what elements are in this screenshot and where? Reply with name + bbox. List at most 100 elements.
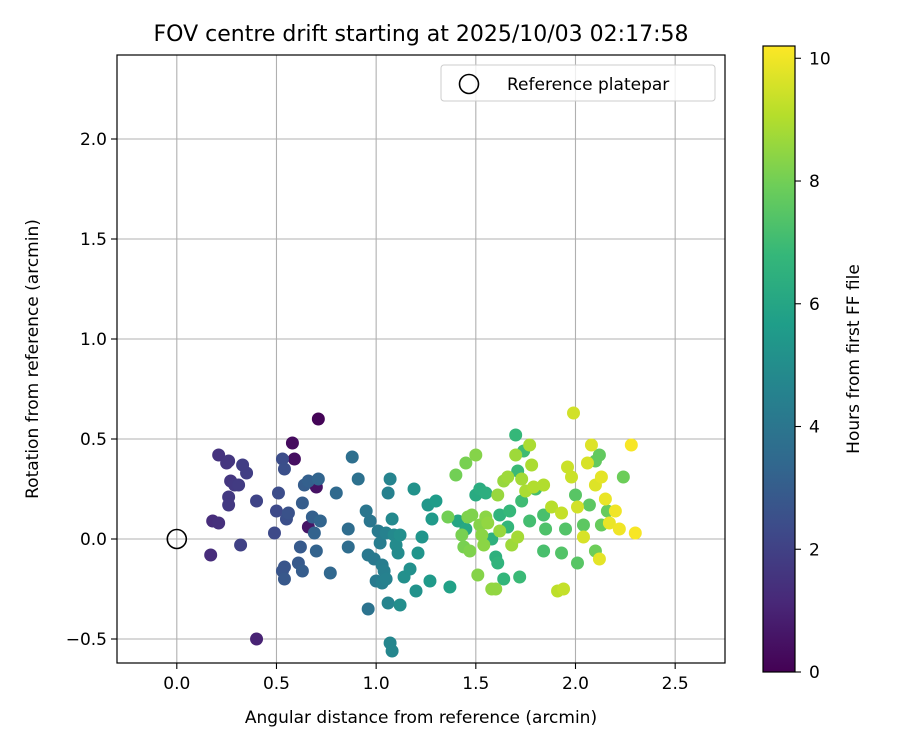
scatter-point [385, 644, 399, 658]
scatter-point [409, 584, 423, 598]
scatter-point [277, 462, 291, 476]
scatter-point [443, 580, 457, 594]
scatter-point [459, 456, 473, 470]
scatter-point [232, 478, 246, 492]
scatter-point [628, 526, 642, 540]
scatter-point [479, 486, 493, 500]
scatter-point [493, 508, 507, 522]
scatter-point [403, 562, 417, 576]
scatter-point [345, 450, 359, 464]
x-axis-label: Angular distance from reference (arcmin) [245, 708, 597, 728]
legend-marker [458, 73, 480, 95]
x-tick-label: 1.0 [363, 674, 390, 694]
scatter-point [391, 546, 405, 560]
scatter-point [222, 498, 236, 512]
y-tick-label: 0.5 [80, 430, 107, 450]
scatter-point [527, 480, 541, 494]
scatter-point [222, 454, 236, 468]
scatter-point [624, 438, 638, 452]
scatter-point [341, 540, 355, 554]
scatter-point [341, 522, 355, 536]
scatter-point [497, 572, 511, 586]
scatter-point [592, 552, 606, 566]
y-tick-label: 1.5 [80, 230, 107, 250]
y-tick-label: 2.0 [80, 130, 107, 150]
scatter-point [373, 536, 387, 550]
x-tick-label: 2.5 [662, 674, 689, 694]
scatter-point [537, 508, 551, 522]
scatter-point [311, 412, 325, 426]
x-tick-label: 0.0 [163, 674, 190, 694]
scatter-point [592, 448, 606, 462]
colorbar-tick-label: 8 [809, 172, 820, 192]
scatter-point [509, 448, 523, 462]
scatter-point [212, 448, 226, 462]
scatter-point [393, 598, 407, 612]
scatter-point [513, 570, 527, 584]
scatter-point [501, 470, 515, 484]
scatter-point [539, 522, 553, 536]
scatter-point [240, 466, 254, 480]
scatter-point [475, 528, 489, 542]
scatter-point [277, 572, 291, 586]
scatter-point [612, 522, 626, 536]
reference-platepar-marker [166, 528, 188, 550]
scatter-point [566, 406, 580, 420]
colorbar-ticks: 0 2 4 6 8 10 [795, 49, 831, 683]
scatter-point [363, 514, 377, 528]
scatter-point [503, 504, 517, 518]
colorbar-tick-label: 4 [809, 418, 820, 438]
scatter-point [515, 472, 529, 486]
scatter-point [455, 528, 469, 542]
scatter-point [509, 428, 523, 442]
scatter-point [525, 458, 539, 472]
scatter-point [381, 486, 395, 500]
scatter-point [559, 522, 573, 536]
colorbar [762, 45, 796, 673]
scatter-point [515, 494, 529, 508]
scatter-point [555, 546, 569, 560]
colorbar-label: Hours from first FF file [844, 264, 864, 454]
scatter-point [477, 538, 491, 552]
scatter-point [598, 492, 612, 506]
scatter-point [311, 472, 325, 486]
scatter-point [285, 436, 299, 450]
y-tick-label: −0.5 [66, 630, 107, 650]
scatter-point [415, 530, 429, 544]
legend: Reference platepar [440, 64, 716, 102]
scatter-point [309, 544, 323, 558]
scatter-point [441, 510, 455, 524]
x-tick-label: 2.0 [562, 674, 589, 694]
legend-entry: Reference platepar [507, 75, 669, 95]
scatter-point [491, 556, 505, 570]
colorbar-tick-label: 0 [809, 663, 820, 683]
scatter-point [411, 546, 425, 560]
scatter-point [271, 486, 285, 500]
scatter-point [234, 538, 248, 552]
scatter-point [429, 494, 443, 508]
scatter-point [493, 524, 507, 538]
x-tick-label: 0.5 [263, 674, 290, 694]
scatter-point [580, 456, 594, 470]
scatter-point [323, 566, 337, 580]
scatter-point [555, 506, 569, 520]
scatter-point [463, 544, 477, 558]
scatter-point [570, 500, 584, 514]
scatter-point [523, 438, 537, 452]
scatter-point [523, 514, 537, 528]
scatter-point [451, 514, 465, 528]
scatter-point [594, 470, 608, 484]
scatter-point [465, 508, 479, 522]
scatter-point [616, 470, 630, 484]
scatter-point [295, 496, 309, 510]
scatter-point [295, 564, 309, 578]
scatter-point [582, 498, 596, 512]
scatter-point [361, 602, 375, 616]
scatter-point [608, 504, 622, 518]
colorbar-tick-label: 6 [809, 295, 820, 315]
y-axis-ticks: −0.5 0.0 0.5 1.0 1.5 2.0 [66, 130, 117, 650]
scatter-point [269, 504, 283, 518]
scatter-point [359, 504, 373, 518]
scatter-point [537, 478, 551, 492]
scatter-point [565, 470, 579, 484]
